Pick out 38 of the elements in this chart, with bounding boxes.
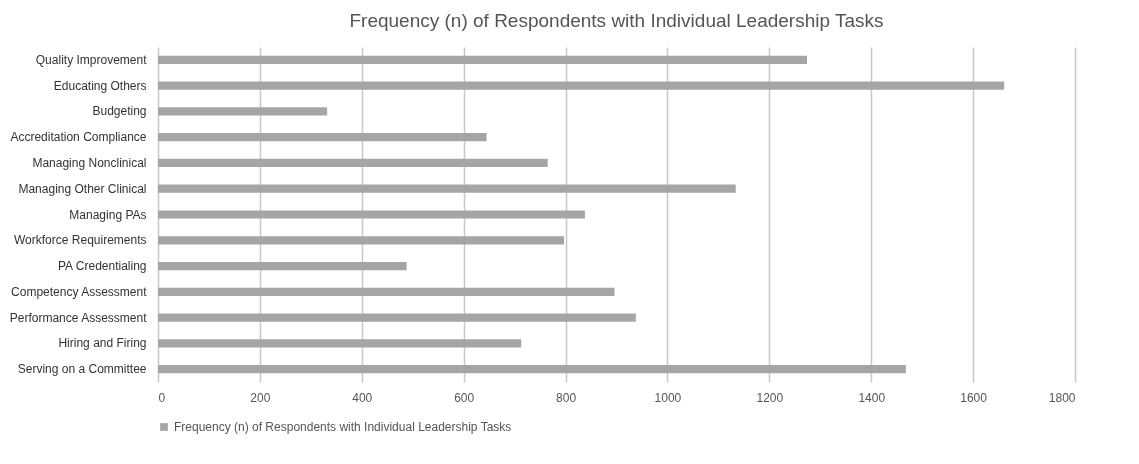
bar — [158, 287, 615, 296]
x-tick-label: 400 — [352, 390, 373, 405]
x-tick-label: 1600 — [960, 390, 988, 405]
y-tick-label: Educating Others — [53, 78, 147, 93]
y-tick-label: Accreditation Compliance — [10, 130, 147, 145]
y-tick-label: Managing PAs — [69, 207, 147, 222]
y-tick-label: Hiring and Firing — [58, 336, 147, 351]
chart-title: Frequency (n) of Respondents with Individual Leadership Tasks — [349, 10, 884, 31]
bar — [158, 236, 565, 245]
bar — [158, 107, 328, 116]
bar — [158, 339, 522, 348]
x-tick-label: 600 — [454, 390, 475, 405]
x-tick-label: 800 — [556, 390, 577, 405]
y-tick-label: Managing Nonclinical — [32, 155, 147, 170]
x-tick-label: 0 — [158, 390, 166, 405]
bar — [158, 210, 585, 219]
y-tick-label: Budgeting — [92, 104, 147, 119]
bar — [158, 133, 487, 142]
y-tick-label: Workforce Requirements — [14, 233, 147, 248]
x-tick-label: 1400 — [858, 390, 886, 405]
bar — [158, 158, 548, 168]
x-tick-label: 1800 — [1048, 390, 1076, 405]
y-tick-label: Performance Assessment — [9, 310, 148, 325]
bar — [158, 184, 736, 193]
bar — [158, 55, 808, 65]
y-tick-label: Managing Other Clinical — [18, 181, 147, 196]
x-tick-label: 1200 — [756, 390, 784, 405]
bar — [158, 364, 906, 374]
legend-label: Frequency (n) of Respondents with Individual Leadership Tasks — [174, 420, 512, 434]
x-tick-label: 200 — [250, 390, 271, 405]
y-tick-label: Competency Assessment — [11, 284, 148, 299]
y-tick-label: Quality Improvement — [35, 52, 148, 67]
x-tick-label: 1000 — [654, 390, 682, 405]
y-tick-label: PA Credentialing — [58, 259, 147, 274]
bar — [158, 313, 636, 322]
bar — [158, 81, 1005, 90]
bar — [158, 261, 407, 271]
y-tick-label: Serving on a Committee — [17, 362, 147, 377]
